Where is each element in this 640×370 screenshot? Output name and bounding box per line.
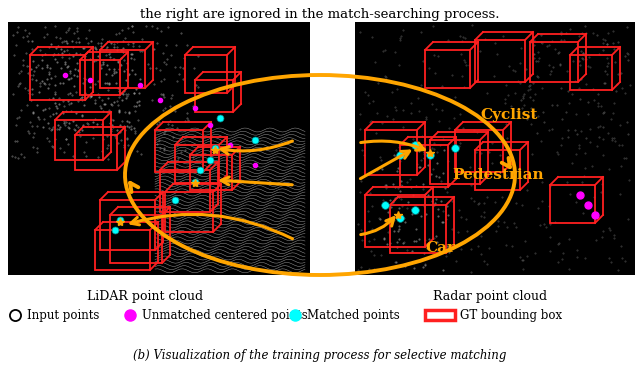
Bar [55,120,103,160]
Bar [100,50,145,88]
Bar [475,150,520,190]
Bar [190,155,232,190]
Bar [455,130,503,172]
Text: Input points: Input points [27,309,99,322]
Bar [8,22,310,275]
Bar [425,50,470,88]
Bar [195,80,233,112]
Bar [550,185,595,223]
Bar [365,130,417,175]
Bar [175,145,219,183]
Text: LiDAR point cloud: LiDAR point cloud [87,290,203,303]
Bar [75,135,117,170]
Bar [80,60,120,95]
Bar [530,42,578,82]
Bar [355,22,635,275]
Bar [475,40,525,82]
Text: Matched points: Matched points [307,309,400,322]
Bar [160,170,210,212]
Text: Unmatched centered points: Unmatched centered points [142,309,308,322]
Bar [95,230,150,270]
Bar [110,215,162,263]
Bar [30,55,85,100]
Text: GT bounding box: GT bounding box [460,309,562,322]
Text: Car: Car [425,241,455,255]
Bar [155,130,203,172]
Bar [425,310,455,320]
Text: (b) Visualization of the training process for selective matching: (b) Visualization of the training proces… [133,349,507,361]
Bar [185,55,227,93]
Text: the right are ignored in the match-searching process.: the right are ignored in the match-searc… [140,8,500,21]
Bar [165,192,213,232]
Bar [430,140,480,184]
Bar [570,55,612,90]
Text: Pedestrian: Pedestrian [452,168,543,182]
Bar [365,195,425,247]
Text: Radar point cloud: Radar point cloud [433,290,547,303]
Bar [390,205,446,253]
Bar [400,145,448,187]
Bar [100,200,155,250]
Text: Cyclist: Cyclist [480,108,538,122]
